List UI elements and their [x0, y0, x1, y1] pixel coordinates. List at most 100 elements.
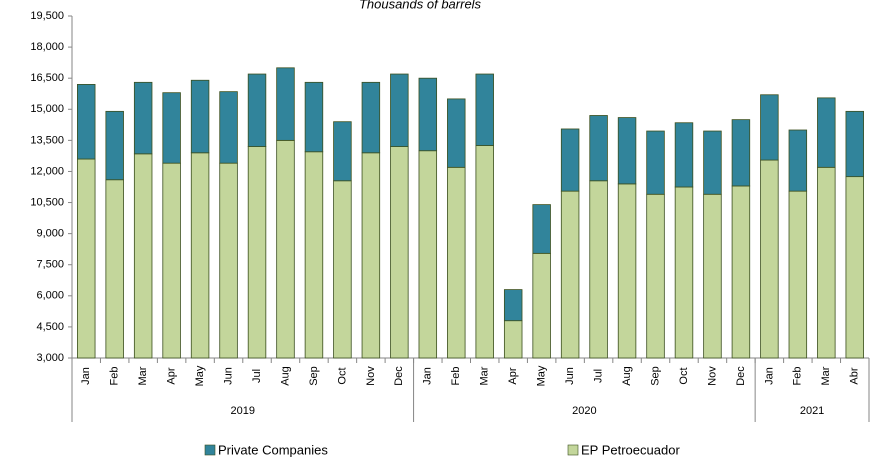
y-tick-label: 7,500	[36, 259, 64, 271]
x-tick-label: Dec	[735, 366, 747, 386]
bar-segment	[77, 84, 96, 160]
y-tick-label: 13,500	[30, 134, 64, 146]
x-tick-label: Jan	[422, 367, 434, 385]
y-tick-label: 15,000	[30, 103, 64, 115]
bar-segment	[390, 146, 409, 359]
bar-segment	[475, 73, 494, 146]
x-tick-label: Sep	[308, 366, 320, 386]
bar-segment	[731, 185, 751, 359]
bar-segment	[333, 180, 352, 359]
bar-segment	[617, 117, 637, 185]
bar-segment	[447, 166, 466, 359]
bar-segment	[646, 193, 665, 359]
group-label: 2019	[231, 405, 255, 417]
x-tick-label: Abr	[849, 367, 861, 384]
bar-segment	[361, 152, 381, 359]
y-tick-label: 12,000	[30, 165, 64, 177]
x-tick-label: Nov	[365, 366, 377, 386]
group-label: 2021	[800, 405, 824, 417]
bar-segment	[788, 190, 808, 359]
group-label: 2020	[572, 405, 596, 417]
x-tick-label: Feb	[450, 367, 462, 386]
y-tick-label: 19,500	[30, 10, 64, 22]
bar-segment	[560, 190, 580, 359]
chart-subtitle: Thousands of barrels	[359, 0, 482, 11]
bar-segment	[560, 128, 580, 192]
bar-segment	[532, 252, 551, 359]
bar-segment	[304, 81, 324, 153]
bar-segment	[589, 115, 608, 182]
y-tick-label: 4,500	[36, 321, 64, 333]
bar-segment	[77, 158, 96, 359]
bar-segment	[703, 193, 722, 359]
bar-segment	[731, 119, 751, 187]
x-tick-label: Aug	[621, 366, 633, 386]
bar-segment	[845, 110, 864, 178]
x-tick-label: Dec	[393, 366, 405, 386]
x-tick-label: Nov	[706, 366, 718, 386]
legend-swatch	[204, 444, 216, 456]
bar-segment	[418, 150, 438, 359]
bar-segment	[817, 97, 836, 168]
bar-segment	[105, 179, 124, 359]
x-tick-label: Jun	[564, 367, 576, 385]
bar-segment	[247, 146, 267, 359]
bar-segment	[817, 166, 836, 359]
bar-segment	[361, 81, 381, 154]
bar-segment	[133, 153, 153, 359]
y-tick-label: 16,500	[30, 72, 64, 84]
bar-segment	[475, 145, 494, 359]
bar-segment	[845, 176, 864, 359]
x-tick-label: Jan	[80, 367, 92, 385]
x-tick-label: Feb	[109, 367, 121, 386]
bar-segment	[532, 204, 551, 254]
bar-segment	[760, 159, 779, 359]
bar-segment	[760, 94, 779, 161]
x-tick-label: May	[536, 365, 548, 386]
y-tick-label: 9,000	[36, 228, 64, 240]
bar-segment	[219, 162, 238, 359]
x-tick-label: Sep	[649, 366, 661, 386]
bar-segment	[418, 77, 438, 152]
bar-segment	[447, 98, 466, 168]
x-tick-label: Oct	[678, 367, 690, 384]
bar-segment	[162, 162, 181, 359]
bar-segment	[247, 73, 267, 147]
bar-segment	[646, 130, 665, 195]
legend-swatch	[567, 444, 579, 456]
y-tick-label: 6,000	[36, 290, 64, 302]
x-tick-label: Jul	[592, 369, 604, 383]
bar-segment	[703, 130, 722, 195]
x-tick-label: Jul	[251, 369, 263, 383]
bar-segment	[276, 139, 295, 359]
bar-segment	[589, 180, 608, 359]
bar-segment	[333, 121, 352, 182]
bar-segment	[674, 186, 694, 359]
legend-label: Private Companies	[218, 442, 328, 457]
legend-label: EP Petroecuador	[581, 442, 680, 457]
bar-segment	[304, 151, 324, 359]
y-tick-label: 10,500	[30, 196, 64, 208]
x-tick-label: Mar	[820, 366, 832, 385]
bar-segment	[276, 67, 295, 141]
bar-segment	[162, 92, 181, 164]
bar-segment	[503, 320, 523, 359]
bar-segment	[190, 152, 210, 359]
x-tick-label: Jan	[763, 367, 775, 385]
x-tick-label: Apr	[166, 367, 178, 384]
bar-segment	[390, 73, 409, 147]
bar-segment	[674, 122, 694, 188]
x-tick-label: Aug	[279, 366, 291, 386]
bar-segment	[105, 110, 124, 181]
x-tick-label: Mar	[479, 366, 491, 385]
x-tick-label: Jun	[222, 367, 234, 385]
y-tick-label: 3,000	[36, 352, 64, 364]
bar-segment	[190, 79, 210, 154]
x-tick-label: Feb	[792, 367, 804, 386]
x-tick-label: May	[194, 365, 206, 386]
bar-segment	[133, 81, 153, 155]
bar-segment	[219, 91, 238, 164]
x-tick-label: Oct	[336, 367, 348, 384]
y-tick-label: 18,000	[30, 41, 64, 53]
